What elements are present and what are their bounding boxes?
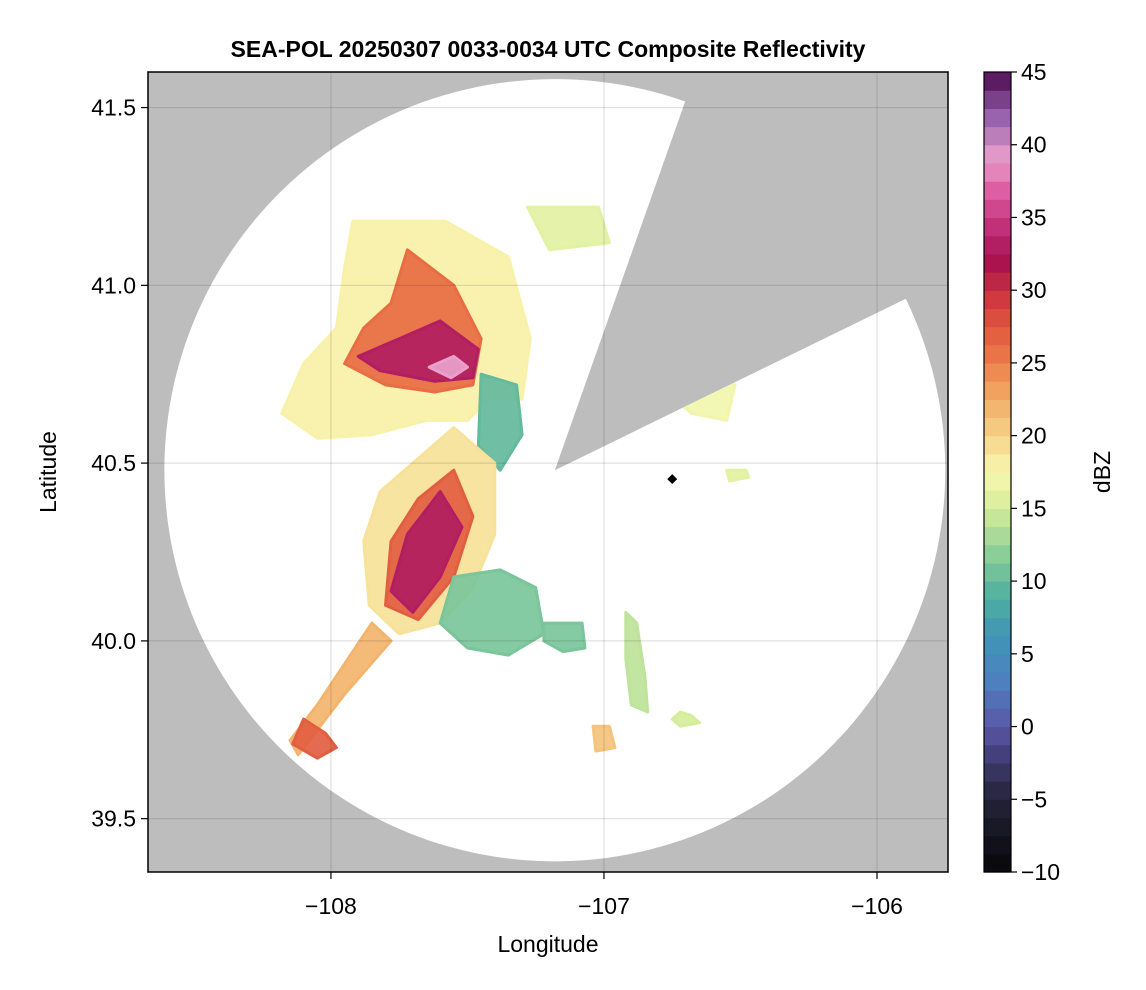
colorbar-swatch — [984, 835, 1011, 855]
echo-southern-strip — [624, 610, 650, 714]
colorbar-swatches — [984, 72, 1011, 873]
colorbar: −10 −5 0 5 10 15 20 25 30 35 40 45 dBZ — [983, 59, 1115, 885]
colorbar-swatch — [984, 508, 1011, 528]
chart-title: SEA-POL 20250307 0033-0034 UTC Composite… — [231, 36, 866, 62]
colorbar-swatch — [984, 217, 1011, 237]
colorbar-swatch — [984, 762, 1011, 782]
colorbar-swatch — [984, 381, 1011, 400]
echo-central-max-core — [389, 490, 464, 614]
colorbar-swatch — [984, 162, 1011, 182]
colorbar-swatch — [984, 853, 1011, 873]
colorbar-tick-label: 10 — [1021, 568, 1047, 594]
x-tick-label: −108 — [305, 893, 357, 919]
echo-southwest-core — [291, 717, 338, 760]
y-axis: 39.5 40.0 40.5 41.0 41.5 — [91, 95, 148, 832]
echo-south-green-area — [438, 568, 546, 657]
colorbar-swatch — [984, 399, 1011, 419]
x-tick-label: −107 — [578, 893, 630, 919]
colorbar-swatch — [984, 672, 1011, 691]
colorbar-swatch — [984, 472, 1011, 491]
colorbar-swatch — [984, 126, 1011, 146]
colorbar-ticks: −10 −5 0 5 10 15 20 25 30 35 40 45 — [1011, 59, 1060, 885]
colorbar-tick-label: 15 — [1021, 495, 1047, 521]
colorbar-swatch — [984, 181, 1011, 200]
colorbar-swatch — [984, 744, 1011, 764]
colorbar-swatch — [984, 290, 1011, 309]
colorbar-swatch — [984, 544, 1011, 564]
colorbar-swatch — [984, 653, 1011, 673]
colorbar-tick-label: 0 — [1021, 714, 1034, 740]
colorbar-tick-label: 35 — [1021, 204, 1047, 230]
y-tick-label: 40.5 — [91, 450, 136, 476]
colorbar-frame — [983, 71, 1012, 873]
colorbar-swatch — [984, 308, 1011, 328]
plot-area — [147, 71, 949, 873]
colorbar-swatch — [984, 435, 1011, 455]
colorbar-tick-label: 5 — [1021, 641, 1034, 667]
plot-frame — [147, 71, 949, 873]
colorbar-swatch — [984, 817, 1011, 837]
colorbar-swatch — [984, 617, 1011, 637]
colorbar-tick-label: 30 — [1021, 277, 1047, 303]
colorbar-swatch — [984, 417, 1011, 437]
y-tick-label: 40.0 — [91, 628, 136, 654]
y-tick-label: 41.5 — [91, 95, 136, 121]
colorbar-swatch — [984, 108, 1011, 128]
x-tick-label: −106 — [851, 893, 903, 919]
y-axis-label: Latitude — [35, 431, 61, 513]
colorbar-swatch — [984, 344, 1011, 364]
echo-southwest-squall-line — [288, 621, 393, 757]
colorbar-tick-label: 45 — [1021, 59, 1047, 85]
radar-marker — [667, 474, 678, 485]
colorbar-swatch — [984, 235, 1011, 255]
x-axis: −108 −107 −106 — [305, 872, 903, 919]
colorbar-tick-label: 40 — [1021, 132, 1047, 158]
echo-north-small-echo — [526, 205, 611, 252]
x-axis-label: Longitude — [497, 931, 598, 957]
y-tick-label: 39.5 — [91, 806, 136, 832]
colorbar-swatch — [984, 635, 1011, 655]
echo-northern-peak — [427, 354, 469, 380]
colorbar-swatch — [984, 799, 1011, 819]
colorbar-swatch — [984, 726, 1011, 746]
colorbar-swatch — [984, 526, 1011, 546]
colorbar-swatch — [984, 781, 1011, 800]
colorbar-swatch — [984, 490, 1011, 509]
colorbar-label: dBZ — [1089, 451, 1115, 493]
colorbar-swatch — [984, 690, 1011, 709]
colorbar-swatch — [984, 562, 1011, 582]
echo-east-edge-band — [476, 372, 524, 472]
echo-east-small-echo — [725, 468, 751, 483]
echo-far-southeast-echo — [670, 710, 701, 728]
colorbar-swatch — [984, 144, 1011, 164]
colorbar-swatch — [984, 362, 1011, 382]
colorbar-swatch — [984, 581, 1011, 600]
colorbar-tick-label: 25 — [1021, 350, 1047, 376]
colorbar-swatch — [984, 72, 1011, 91]
colorbar-tick-label: −10 — [1021, 859, 1060, 885]
colorbar-swatch — [984, 199, 1011, 219]
echo-layer — [280, 205, 873, 760]
colorbar-tick-label: 20 — [1021, 423, 1047, 449]
colorbar-swatch — [984, 253, 1011, 273]
colorbar-swatch — [984, 599, 1011, 619]
y-tick-label: 41.0 — [91, 272, 136, 298]
echo-southeast-green-echo — [542, 621, 587, 654]
colorbar-swatch — [984, 326, 1011, 346]
colorbar-tick-label: −5 — [1021, 786, 1047, 812]
colorbar-swatch — [984, 90, 1011, 109]
colorbar-swatch — [984, 453, 1011, 473]
colorbar-swatch — [984, 272, 1011, 291]
echo-south-small-cell — [591, 724, 617, 753]
grid-lines — [148, 72, 948, 872]
colorbar-swatch — [984, 708, 1011, 728]
